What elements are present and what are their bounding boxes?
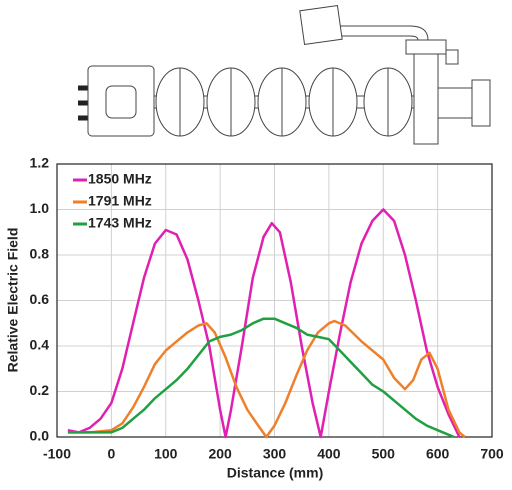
legend-label: 1791 MHz [88, 193, 152, 209]
y-tick-label: 0.8 [30, 246, 50, 262]
x-tick-label: 300 [263, 446, 287, 462]
x-tick-label: 600 [426, 446, 450, 462]
series-line [67, 319, 466, 439]
x-tick-label: 500 [372, 446, 396, 462]
plot-frame [56, 163, 493, 438]
plot-area: -100 0 100 200 300 400 500 600 700 0.0 0.2 0.4 0.6 0.… [30, 155, 504, 462]
x-tick-label: 200 [208, 446, 232, 462]
x-axis-label: Distance (mm) [227, 465, 323, 481]
y-tick-label: 1.0 [30, 200, 50, 216]
x-tick-label: -100 [43, 446, 71, 462]
y-tick-label: 0.6 [30, 291, 50, 307]
series-line [67, 317, 455, 439]
y-tick-label: 0.2 [30, 382, 50, 398]
legend-label: 1743 MHz [88, 215, 152, 231]
x-tick-label: 0 [107, 446, 115, 462]
x-tick-label: 700 [480, 446, 504, 462]
y-tick-label: 0.0 [30, 428, 50, 444]
legend-label: 1850 MHz [88, 171, 152, 187]
y-tick-label: 0.4 [30, 337, 50, 353]
series-line [67, 208, 461, 439]
cavity-drawing [78, 4, 491, 145]
x-tick-label: 100 [154, 446, 178, 462]
x-tick-label: 400 [317, 446, 341, 462]
y-tick-label: 1.2 [30, 155, 50, 171]
y-axis-label: Relative Electric Field [5, 228, 21, 373]
